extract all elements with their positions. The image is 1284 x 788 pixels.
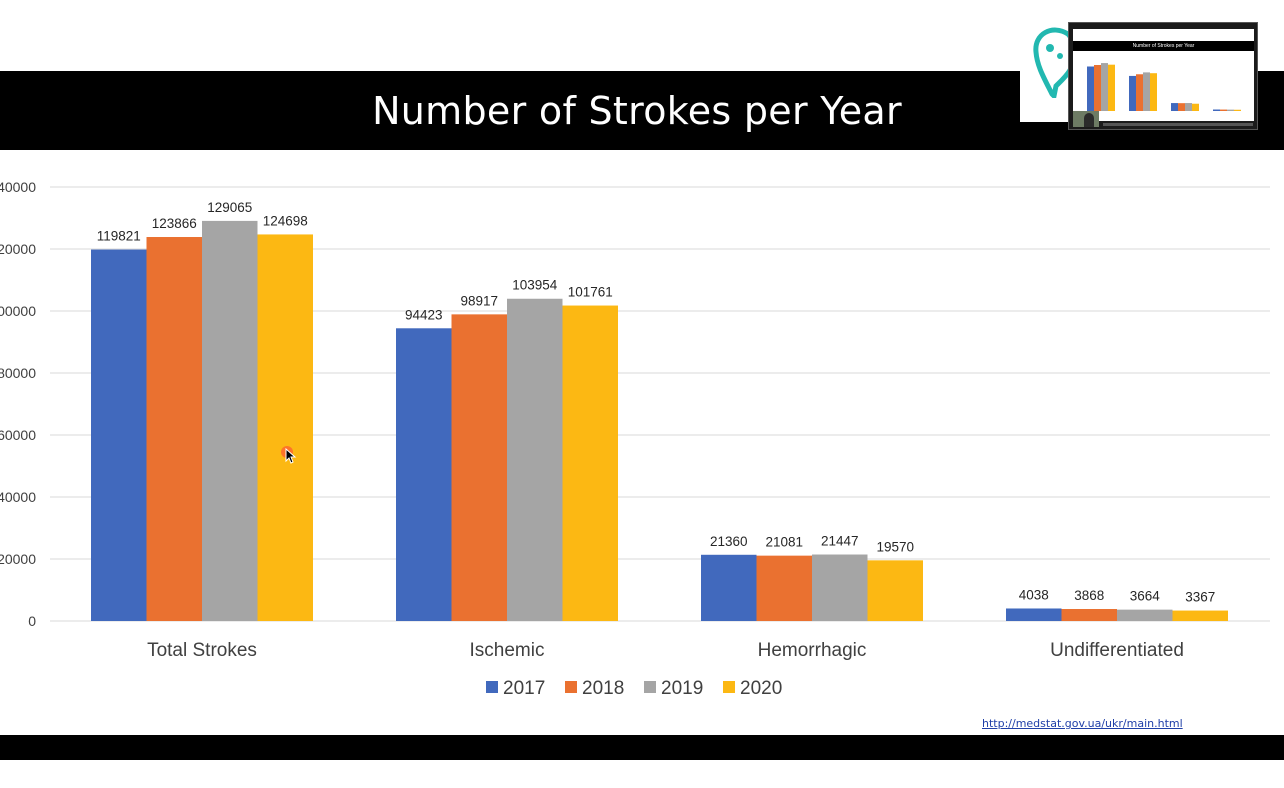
thumbnail-bar: [1143, 72, 1150, 111]
y-tick-label: 20000: [0, 551, 36, 567]
data-label: 3664: [1130, 589, 1161, 604]
thumbnail-bar: [1178, 103, 1185, 111]
data-label: 21447: [821, 534, 859, 549]
bar: [1172, 610, 1228, 621]
thumbnail-bar: [1094, 64, 1101, 111]
thumbnail-bar: [1185, 103, 1192, 111]
bar: [202, 220, 258, 621]
data-label: 4038: [1019, 587, 1049, 602]
thumbnail-bar: [1171, 103, 1178, 111]
bar: [396, 328, 452, 621]
x-category-label: Ischemic: [470, 640, 545, 661]
thumbnail-bar: [1227, 109, 1234, 111]
data-label: 129065: [207, 200, 252, 215]
bar-chart: 0 20000 40000 60000 80000 100000 120000 140000 1…: [0, 179, 1270, 699]
thumbnail-bar: [1220, 109, 1227, 111]
bar: [1117, 609, 1173, 621]
thumbnail-bar: [1129, 75, 1136, 111]
data-label: 94423: [405, 307, 443, 322]
thumbnail-bar: [1150, 73, 1157, 111]
bar: [257, 234, 313, 621]
bar: [1061, 609, 1117, 621]
data-label: 119821: [97, 229, 141, 244]
bar: [451, 314, 507, 621]
y-tick-label: 80000: [0, 365, 36, 381]
data-label: 21081: [765, 535, 803, 550]
bar: [507, 298, 563, 621]
legend-label: 2020: [740, 678, 782, 699]
y-tick-label: 100000: [0, 303, 36, 319]
legend-swatch: [644, 681, 656, 693]
data-label: 19570: [876, 539, 914, 554]
source-link[interactable]: http://medstat.gov.ua/ukr/main.html: [982, 717, 1183, 730]
thumbnail-bar: [1192, 103, 1199, 111]
legend-label: 2019: [661, 678, 703, 699]
y-tick-label: 140000: [0, 179, 36, 195]
data-label: 124698: [263, 213, 308, 228]
data-label: 3367: [1185, 590, 1215, 605]
thumbnail-chart: [1087, 63, 1241, 111]
bar: [867, 560, 923, 621]
slide-title: Number of Strokes per Year: [372, 88, 902, 133]
webcam-preview: [1073, 111, 1099, 127]
presenter-avatar: [1084, 113, 1094, 127]
bar: [1006, 608, 1062, 621]
bar: [756, 555, 812, 621]
legend-label: 2018: [582, 678, 624, 699]
data-label: 123866: [152, 216, 197, 231]
thumbnail-slide: Number of Strokes per Year: [1073, 29, 1254, 121]
x-category-label: Total Strokes: [147, 640, 257, 661]
bottom-bar: [0, 735, 1284, 760]
screen-share-thumbnail[interactable]: Number of Strokes per Year: [1068, 22, 1258, 130]
y-tick-label: 60000: [0, 427, 36, 443]
mouse-pointer-icon: [285, 448, 297, 464]
y-tick-label: 40000: [0, 489, 36, 505]
thumbnail-bar: [1136, 74, 1143, 111]
legend-swatch: [486, 681, 498, 693]
thumbnail-toolbar: [1103, 123, 1253, 126]
bar: [701, 554, 757, 621]
thumbnail-title: Number of Strokes per Year: [1132, 43, 1195, 49]
thumbnail-title-bar: [1073, 41, 1254, 51]
thumbnail-backdrop: [1020, 22, 1072, 122]
legend-label: 2017: [503, 678, 545, 699]
data-label: 21360: [710, 534, 748, 549]
bar: [91, 249, 147, 621]
x-category-label: Hemorrhagic: [758, 640, 867, 661]
thumbnail-bar: [1108, 64, 1115, 111]
legend-swatch: [565, 681, 577, 693]
thumbnail-bar: [1234, 109, 1241, 111]
thumbnail-bar: [1087, 66, 1094, 111]
data-label: 101761: [568, 285, 613, 300]
bar: [812, 554, 868, 621]
thumbnail-bar: [1101, 63, 1108, 111]
thumbnail-bar: [1213, 109, 1220, 111]
bar: [562, 305, 618, 621]
x-category-label: Undifferentiated: [1050, 640, 1184, 661]
data-label: 3868: [1074, 588, 1104, 603]
legend-swatch: [723, 681, 735, 693]
data-label: 103954: [512, 278, 558, 293]
data-label: 98917: [460, 293, 498, 308]
bar: [146, 237, 202, 621]
y-tick-label: 120000: [0, 241, 36, 257]
y-tick-label: 0: [28, 613, 36, 629]
